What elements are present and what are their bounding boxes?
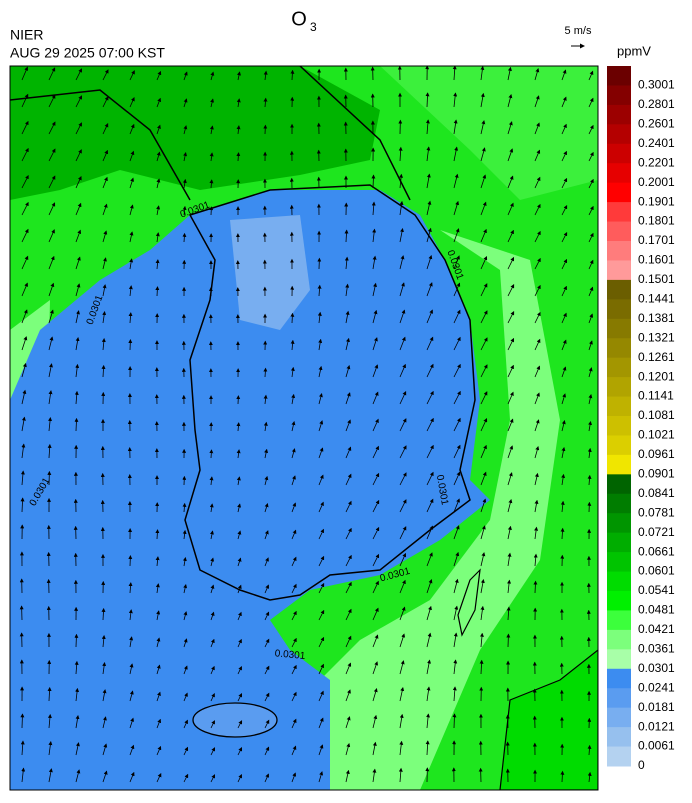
wind-arrow (292, 314, 293, 323)
colorbar-segment (607, 358, 631, 378)
colorbar-segment (607, 533, 631, 553)
colorbar-label: 0.1021 (638, 428, 675, 442)
title-subscript: 3 (310, 20, 317, 34)
colorbar-segment (607, 241, 631, 261)
colorbar-segment (607, 610, 631, 630)
colorbar-segment (607, 630, 631, 650)
colorbar-segment (607, 260, 631, 280)
colorbar-segment (607, 66, 631, 86)
colorbar-label: 0.1801 (638, 214, 675, 228)
colorbar-label: 0.0421 (638, 622, 675, 636)
wind-arrow (562, 772, 563, 782)
colorbar-segment (607, 727, 631, 747)
colorbar-label: 0.0841 (638, 486, 675, 500)
colorbar-label: 0.2401 (638, 136, 675, 150)
colorbar-segment (607, 85, 631, 105)
colorbar-label: 0.0661 (638, 544, 675, 558)
wind-arrow (454, 714, 455, 728)
colorbar-label: 0.0721 (638, 525, 675, 539)
colorbar-label: 0.1901 (638, 194, 675, 208)
colorbar-label: 0 (638, 758, 645, 772)
colorbar-segment (607, 144, 631, 164)
colorbar-label: 0.1441 (638, 292, 675, 306)
colorbar-segment (607, 416, 631, 436)
colorbar-label: 0.2601 (638, 117, 675, 131)
colorbar-segment (607, 397, 631, 417)
colorbar-unit: ppmV (617, 43, 651, 58)
jeju-island (193, 703, 277, 737)
colorbar-label: 0.0481 (638, 603, 675, 617)
colorbar-label: 0.0301 (638, 661, 675, 675)
colorbar-segment (607, 649, 631, 669)
colorbar-label: 0.0061 (638, 739, 675, 753)
colorbar-segment (607, 105, 631, 125)
colorbar-segment (607, 163, 631, 183)
colorbar-segment (607, 455, 631, 475)
colorbar-segment (607, 591, 631, 611)
colorbar-segment (607, 572, 631, 592)
colorbar-segment (607, 338, 631, 358)
colorbar-label: 0.0901 (638, 467, 675, 481)
colorbar-label: 0.1321 (638, 330, 675, 344)
colorbar-label: 0.2201 (638, 155, 675, 169)
colorbar-segment (607, 552, 631, 572)
colorbar-label: 0.3001 (638, 78, 675, 92)
colorbar-segment (607, 513, 631, 533)
colorbar-segment (607, 222, 631, 242)
map (10, 66, 598, 790)
wind-arrow (211, 450, 212, 458)
colorbar-segment (607, 494, 631, 514)
colorbar-label: 0.2801 (638, 97, 675, 111)
colorbar-label: 0.1141 (638, 389, 674, 403)
colorbar-label: 0.1501 (638, 272, 675, 286)
colorbar-segment (607, 708, 631, 728)
colorbar-segment (607, 474, 631, 494)
colorbar-segment (607, 202, 631, 222)
colorbar-segment (607, 280, 631, 300)
colorbar-segment (607, 299, 631, 319)
wind-arrow (157, 287, 158, 296)
colorbar-label: 0.0241 (638, 680, 675, 694)
colorbar-label: 0.0601 (638, 564, 675, 578)
colorbar-label: 0.0781 (638, 505, 675, 519)
colorbar: 0.3001 0.2801 0.2601 0.2401 0.2201 0.2001 0.19… (607, 66, 675, 772)
wind-arrow (238, 153, 239, 161)
colorbar-segment (607, 435, 631, 455)
colorbar-label: 0.0361 (638, 642, 675, 656)
agency: NIER (10, 27, 43, 43)
wind-arrow (76, 419, 77, 431)
colorbar-segment (607, 183, 631, 203)
colorbar-label: 0.1701 (638, 233, 675, 247)
colorbar-label: 0.1601 (638, 253, 675, 267)
wind-key-label: 5 m/s (565, 25, 592, 37)
colorbar-label: 0.1261 (638, 350, 675, 364)
colorbar-segment (607, 124, 631, 144)
colorbar-segment (607, 377, 631, 397)
colorbar-label: 0.0121 (638, 719, 675, 733)
colorbar-segment (607, 688, 631, 708)
colorbar-label: 0.2001 (638, 175, 675, 189)
colorbar-segment (607, 747, 631, 767)
colorbar-label: 0.1201 (638, 369, 675, 383)
colorbar-label: 0.1381 (638, 311, 675, 325)
title: O (291, 8, 307, 30)
colorbar-label: 0.1081 (638, 408, 675, 422)
colorbar-label: 0.0961 (638, 447, 675, 461)
wind-arrow (157, 530, 158, 539)
timestamp: AUG 29 2025 07:00 KST (10, 45, 165, 61)
colorbar-segment (607, 669, 631, 689)
wind-arrow (373, 175, 374, 188)
colorbar-label: 0.0541 (638, 583, 675, 597)
colorbar-segment (607, 319, 631, 339)
colorbar-label: 0.0181 (638, 700, 675, 714)
